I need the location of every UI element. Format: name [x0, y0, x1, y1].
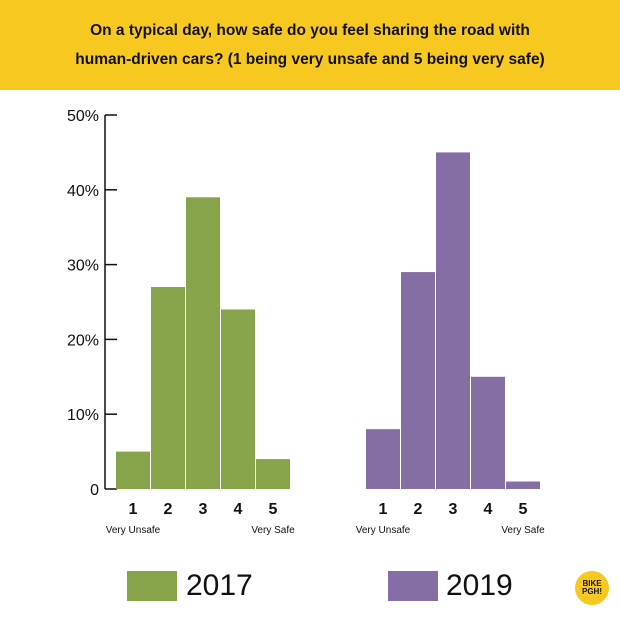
x-tick-label: 4	[234, 501, 243, 518]
y-tick-label: 10%	[67, 407, 99, 424]
axis-end-label-very-unsafe: Very Unsafe	[106, 525, 161, 536]
y-tick-label: 30%	[67, 258, 99, 275]
y-tick-label: 20%	[67, 332, 99, 349]
bar-2019-3	[436, 152, 470, 489]
legend-swatch-2017	[127, 571, 177, 601]
legend-swatch-2019	[388, 571, 438, 601]
axis-end-label-very-unsafe: Very Unsafe	[356, 525, 411, 536]
x-tick-label: 5	[269, 501, 278, 518]
bar-2019-1	[366, 429, 400, 489]
bar-2019-5	[506, 481, 540, 489]
bikepgh-logo: BIKE PGH!	[575, 571, 609, 605]
axis-end-label-very-safe: Very Safe	[501, 525, 545, 536]
x-tick-label: 5	[519, 501, 528, 518]
logo-text-line-1: BIKE	[582, 579, 602, 588]
bar-2017-4	[221, 309, 255, 489]
logo-text-line-2: PGH!	[582, 587, 602, 596]
bar-chart: 0 10% 20% 30% 40% 50% 1 2 3 4 5 Very Unsafe Very Saf…	[67, 108, 545, 536]
bar-2019-4	[471, 376, 505, 489]
chart-title-line-1: On a typical day, how safe do you feel s…	[90, 22, 530, 39]
x-tick-label: 4	[484, 501, 493, 518]
y-tick-label: 0	[90, 482, 99, 499]
bar-2019-2	[401, 272, 435, 489]
y-tick-label: 50%	[67, 108, 99, 125]
x-tick-label: 2	[414, 501, 423, 518]
legend-label-2017: 2017	[186, 569, 253, 602]
bar-2017-5	[256, 459, 290, 489]
x-tick-label: 3	[199, 501, 208, 518]
legend-label-2019: 2019	[446, 569, 513, 602]
bar-2017-1	[116, 451, 150, 489]
x-tick-label: 2	[164, 501, 173, 518]
chart-title-banner: On a typical day, how safe do you feel s…	[0, 0, 620, 90]
y-tick-label: 40%	[67, 183, 99, 200]
chart-title-line-2: human-driven cars? (1 being very unsafe …	[75, 51, 545, 68]
x-tick-label: 1	[129, 501, 138, 518]
x-tick-label: 1	[379, 501, 388, 518]
bar-2017-3	[186, 197, 220, 489]
bar-2017-2	[151, 287, 185, 489]
x-tick-label: 3	[449, 501, 458, 518]
axis-end-label-very-safe: Very Safe	[251, 525, 295, 536]
